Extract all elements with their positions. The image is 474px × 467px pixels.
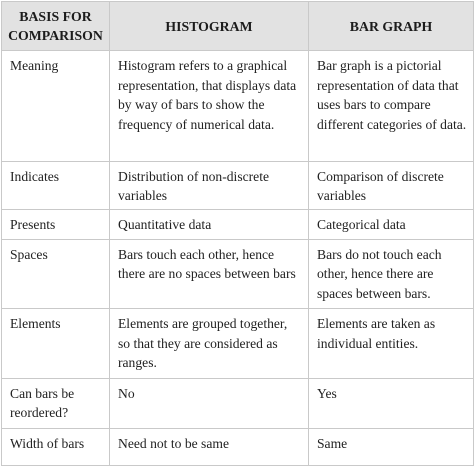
basis-cell: Meaning	[1, 50, 110, 162]
bar-graph-cell: Categorical data	[308, 208, 474, 240]
basis-cell: Can bars be reordered?	[1, 377, 110, 429]
table-body: Meaning Histogram refers to a graphical …	[1, 50, 474, 467]
table-row-reorder: Can bars be reordered? No Yes	[1, 377, 474, 429]
basis-cell: Width of bars	[1, 427, 110, 467]
table-row-indicates: Indicates Distribution of non-discrete v…	[1, 160, 474, 210]
basis-cell: Indicates	[1, 160, 110, 210]
table-row-elements: Elements Elements are grouped together, …	[1, 308, 474, 379]
header-row: BASIS FOR COMPARISON HISTOGRAM BAR GRAPH	[1, 1, 474, 51]
histogram-cell: Histogram refers to a graphical represen…	[109, 50, 309, 162]
histogram-cell: Need not to be same	[109, 427, 309, 467]
basis-cell: Presents	[1, 208, 110, 240]
bar-graph-cell: Yes	[308, 377, 474, 429]
header-basis-for-comparison: BASIS FOR COMPARISON	[1, 1, 110, 51]
bar-graph-cell: Same	[308, 427, 474, 467]
bar-graph-cell: Bars do not touch each other, hence ther…	[308, 238, 474, 310]
histogram-cell: Distribution of non-discrete variables	[109, 160, 309, 210]
header-bar-graph: BAR GRAPH	[308, 1, 474, 51]
histogram-cell: No	[109, 377, 309, 429]
table-row-meaning: Meaning Histogram refers to a graphical …	[1, 50, 474, 162]
table-row-presents: Presents Quantitative data Categorical d…	[1, 208, 474, 240]
histogram-cell: Bars touch each other, hence there are n…	[109, 238, 309, 310]
basis-cell: Spaces	[1, 238, 110, 310]
bar-graph-cell: Elements are taken as individual entitie…	[308, 308, 474, 379]
table-row-width-of-bars: Width of bars Need not to be same Same	[1, 427, 474, 467]
bar-graph-cell: Bar graph is a pictorial representation …	[308, 50, 474, 162]
table-row-spaces: Spaces Bars touch each other, hence ther…	[1, 238, 474, 310]
basis-cell: Elements	[1, 308, 110, 379]
bar-graph-cell: Comparison of discrete variables	[308, 160, 474, 210]
histogram-cell: Quantitative data	[109, 208, 309, 240]
table-header: BASIS FOR COMPARISON HISTOGRAM BAR GRAPH	[1, 1, 474, 51]
histogram-cell: Elements are grouped together, so that t…	[109, 308, 309, 379]
header-histogram: HISTOGRAM	[109, 1, 309, 51]
